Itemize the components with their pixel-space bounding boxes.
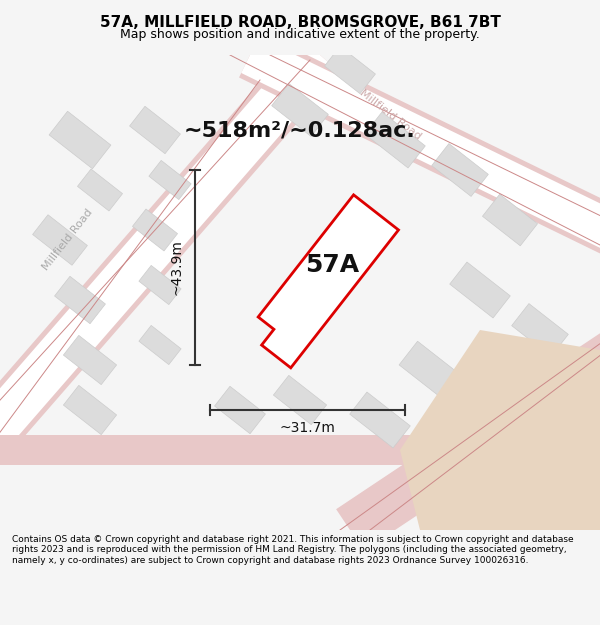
Polygon shape (130, 106, 181, 154)
Text: ~31.7m: ~31.7m (280, 421, 335, 435)
Polygon shape (133, 209, 178, 251)
Polygon shape (400, 330, 600, 530)
Polygon shape (0, 435, 600, 465)
Text: Contains OS data © Crown copyright and database right 2021. This information is : Contains OS data © Crown copyright and d… (12, 535, 574, 564)
Polygon shape (450, 262, 510, 318)
Polygon shape (64, 386, 116, 434)
Polygon shape (64, 336, 116, 384)
Polygon shape (365, 112, 425, 168)
Polygon shape (512, 304, 568, 356)
Text: 57A, MILLFIELD ROAD, BROMSGROVE, B61 7BT: 57A, MILLFIELD ROAD, BROMSGROVE, B61 7BT (100, 16, 500, 31)
Polygon shape (431, 144, 488, 196)
Polygon shape (239, 32, 600, 272)
Polygon shape (258, 195, 398, 368)
Polygon shape (0, 40, 337, 495)
Polygon shape (350, 392, 410, 448)
Text: Millfield Road: Millfield Road (41, 208, 95, 272)
Polygon shape (399, 341, 461, 399)
Polygon shape (274, 376, 326, 424)
Text: 57A: 57A (305, 253, 359, 277)
Polygon shape (272, 84, 328, 136)
Text: Map shows position and indicative extent of the property.: Map shows position and indicative extent… (120, 28, 480, 41)
Polygon shape (55, 276, 106, 324)
Polygon shape (215, 386, 265, 434)
Text: ~43.9m: ~43.9m (170, 239, 184, 296)
Polygon shape (139, 326, 181, 364)
Polygon shape (49, 111, 111, 169)
Polygon shape (77, 169, 122, 211)
Polygon shape (149, 161, 191, 199)
Polygon shape (472, 374, 527, 426)
Text: Millfield Road: Millfield Road (358, 88, 422, 142)
Polygon shape (482, 194, 538, 246)
Polygon shape (139, 266, 181, 304)
Polygon shape (32, 215, 88, 265)
Polygon shape (336, 309, 600, 551)
Polygon shape (0, 37, 341, 498)
Polygon shape (241, 37, 600, 268)
Text: ~518m²/~0.128ac.: ~518m²/~0.128ac. (184, 120, 416, 140)
Polygon shape (325, 46, 376, 94)
